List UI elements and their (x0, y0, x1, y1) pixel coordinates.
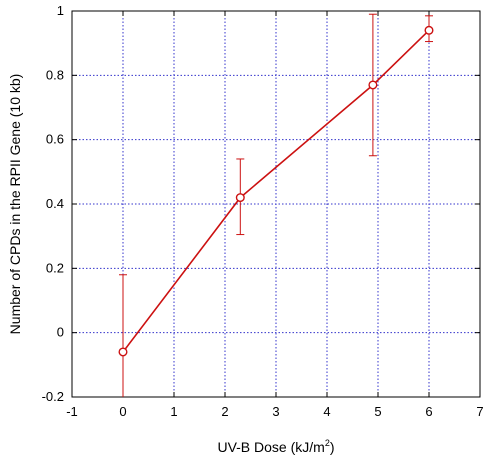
x-tick-label: 0 (119, 404, 126, 419)
data-series (118, 13, 434, 397)
x-tick-label: 7 (476, 404, 483, 419)
grid (72, 11, 480, 397)
y-tick-label: 1 (57, 3, 64, 18)
x-axis-label-text: UV-B Dose (kJ/m (217, 439, 324, 455)
data-point (368, 80, 378, 90)
x-tick-label: -1 (66, 404, 78, 419)
y-tick-label: 0.8 (46, 67, 64, 82)
x-tick-label: 2 (221, 404, 228, 419)
x-axis-label-suffix: ) (330, 439, 335, 455)
series-line (122, 29, 430, 353)
x-tick-labels: -1 0 1 2 3 4 5 6 7 (66, 404, 483, 419)
data-point (235, 193, 245, 203)
data-point (424, 25, 434, 35)
y-tick-labels: -0.2 0 0.2 0.4 0.6 0.8 1 (42, 3, 64, 404)
x-axis-label: UV-B Dose (kJ/m2) (217, 438, 334, 455)
x-tick-label: 3 (272, 404, 279, 419)
y-tick-label: -0.2 (42, 389, 64, 404)
y-tick-label: 0.4 (46, 196, 64, 211)
y-tick-label: 0.6 (46, 132, 64, 147)
y-tick-label: 0.2 (46, 260, 64, 275)
x-tick-label: 4 (323, 404, 330, 419)
data-point (118, 347, 128, 357)
y-tick-label: 0 (57, 325, 64, 340)
axis-ticks (71, 10, 481, 398)
x-tick-label: 5 (374, 404, 381, 419)
x-tick-label: 1 (170, 404, 177, 419)
y-axis-label: Number of CPDs in the RPII Gene (10 kb) (7, 74, 23, 335)
x-tick-label: 6 (425, 404, 432, 419)
x-axis-label-superscript: 2 (325, 438, 330, 448)
